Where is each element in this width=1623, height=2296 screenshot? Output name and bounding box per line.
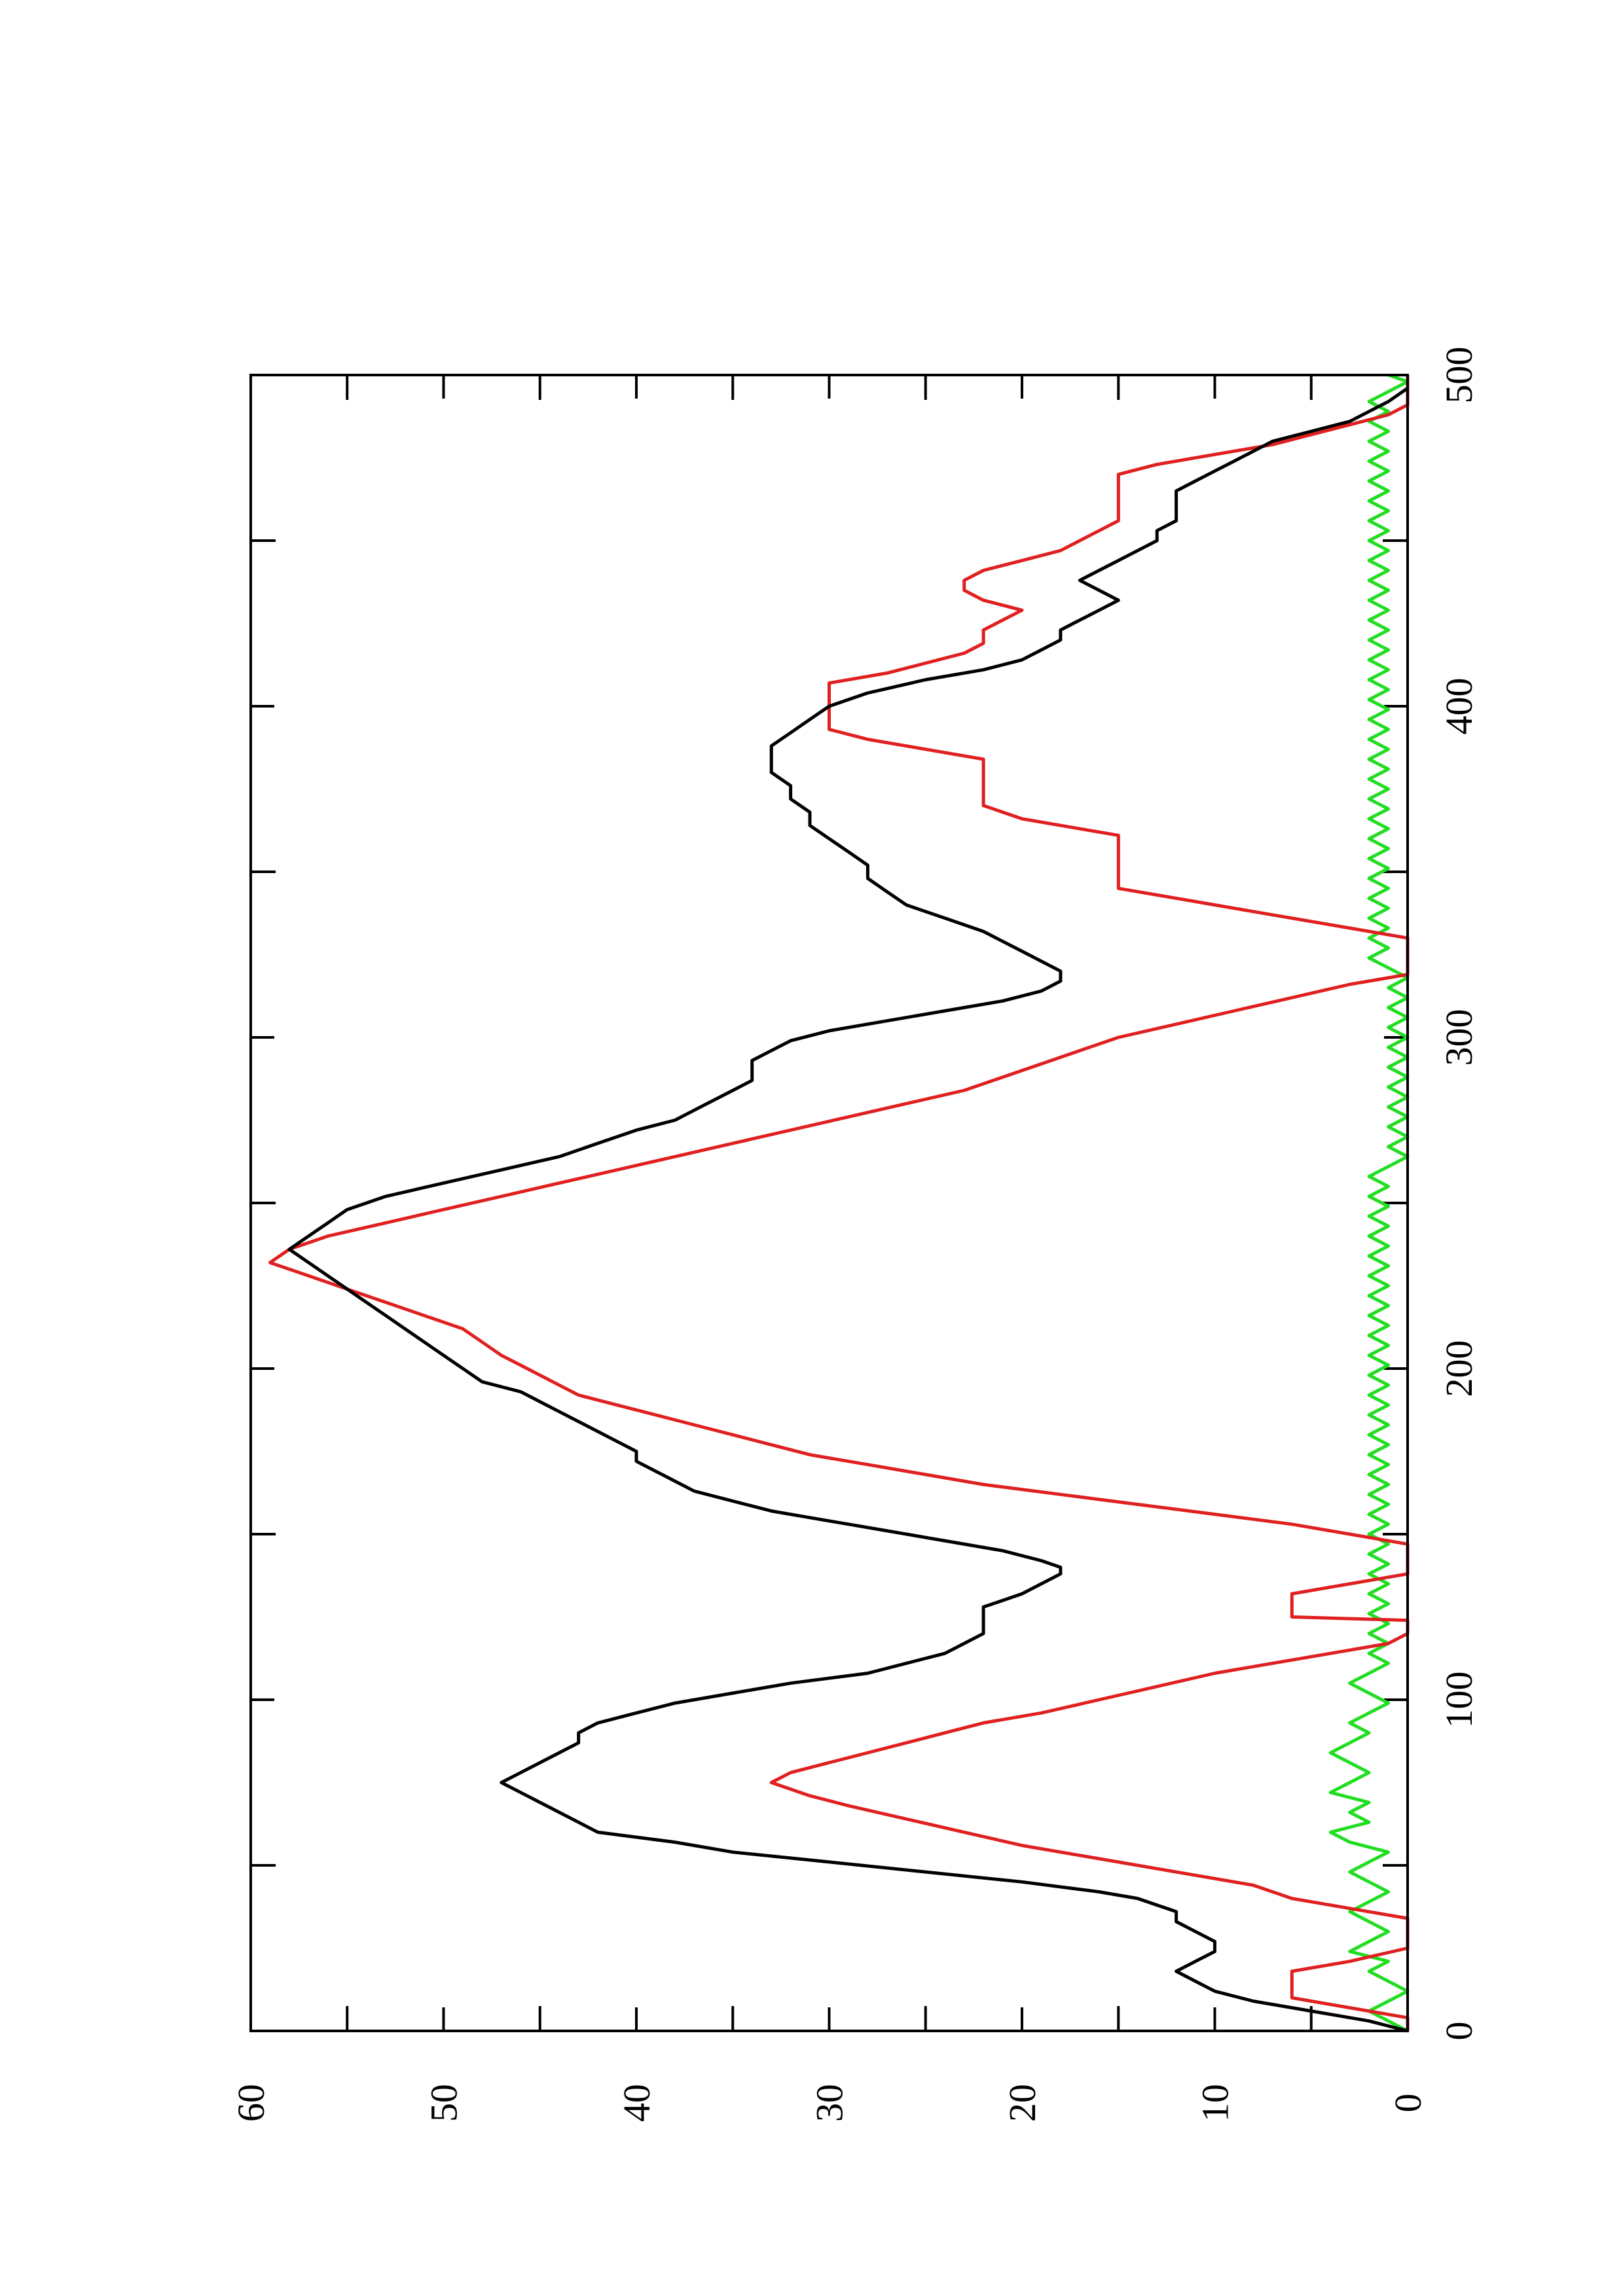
y-tick-label: 60	[230, 2084, 272, 2122]
y-tick-label: 0	[1387, 2094, 1429, 2113]
y-tick-label: 10	[1194, 2084, 1237, 2122]
series-line-1	[287, 387, 1409, 2033]
x-tick-label: 100	[1438, 1672, 1480, 1729]
axes	[249, 374, 1409, 2032]
x-tick-label: 300	[1438, 1009, 1480, 1066]
series-line-3	[1328, 373, 1410, 2033]
series-line-2	[268, 375, 1410, 2031]
x-tick-label: 400	[1438, 678, 1480, 735]
tick-labels: 0 100 200 300 400 500 0 10 20 30 40 50 60	[230, 347, 1480, 2123]
y-tick-label: 30	[809, 2084, 851, 2122]
y-tick-label: 20	[1001, 2084, 1044, 2122]
y-tick-label: 50	[423, 2084, 465, 2122]
x-tick-label: 500	[1438, 347, 1480, 404]
x-tick-label: 200	[1438, 1340, 1480, 1397]
series-layer	[268, 373, 1410, 2033]
x-tick-label: 0	[1438, 2022, 1480, 2041]
y-tick-label: 40	[615, 2084, 658, 2122]
plot-frame	[249, 374, 1409, 2032]
